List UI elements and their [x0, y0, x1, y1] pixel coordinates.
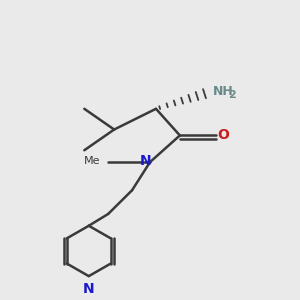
- Text: NH: NH: [213, 85, 233, 98]
- Text: 2: 2: [229, 90, 236, 100]
- Text: Me: Me: [84, 156, 101, 166]
- Text: O: O: [217, 128, 229, 142]
- Text: N: N: [83, 282, 94, 296]
- Text: N: N: [140, 154, 151, 168]
